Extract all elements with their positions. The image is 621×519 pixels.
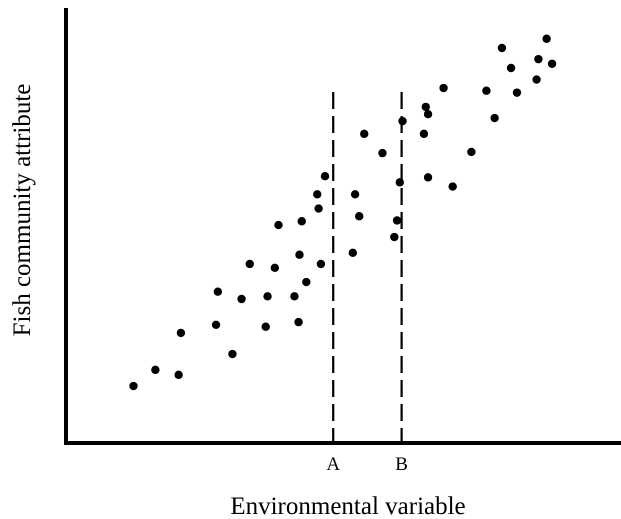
data-points	[129, 34, 557, 391]
data-point	[211, 320, 221, 330]
data-point	[378, 148, 387, 158]
data-point	[482, 86, 491, 95]
data-point	[302, 277, 311, 287]
reference-label-a: A	[326, 454, 340, 475]
data-point	[294, 317, 303, 327]
data-point	[448, 182, 457, 191]
data-point	[395, 178, 404, 187]
data-point	[497, 43, 507, 53]
data-point	[176, 328, 186, 338]
x-axis-label: Environmental variable	[230, 493, 465, 519]
data-point	[174, 370, 183, 380]
data-point	[355, 212, 364, 221]
data-point	[274, 220, 283, 230]
data-point	[360, 129, 369, 139]
data-point	[392, 216, 402, 225]
data-point	[297, 217, 306, 226]
data-point	[512, 88, 522, 97]
data-point	[532, 75, 541, 84]
data-point	[245, 259, 254, 269]
data-point	[506, 63, 516, 73]
data-point	[237, 294, 246, 304]
data-point	[419, 129, 429, 139]
data-point	[439, 83, 448, 93]
data-point	[348, 248, 358, 258]
data-point	[350, 190, 360, 199]
data-point	[261, 322, 270, 331]
data-point	[398, 116, 407, 126]
data-point	[295, 250, 304, 259]
data-point	[213, 287, 223, 296]
data-point	[542, 34, 551, 43]
data-point	[423, 173, 433, 182]
data-point	[547, 59, 557, 68]
data-point	[151, 365, 160, 375]
data-point	[490, 113, 499, 123]
data-point	[314, 204, 323, 213]
data-point	[534, 54, 543, 64]
data-point	[316, 259, 326, 269]
data-point	[320, 171, 330, 181]
data-point	[270, 263, 280, 273]
y-axis-label: Fish community attribute	[9, 84, 36, 337]
reference-label-b: B	[395, 454, 408, 475]
data-point	[390, 232, 399, 242]
data-point	[467, 147, 476, 157]
data-point	[421, 102, 430, 112]
data-point	[129, 381, 138, 391]
data-point	[290, 292, 299, 301]
data-point	[228, 349, 237, 359]
data-point	[423, 110, 433, 119]
data-point	[313, 190, 322, 199]
data-point	[263, 292, 272, 301]
